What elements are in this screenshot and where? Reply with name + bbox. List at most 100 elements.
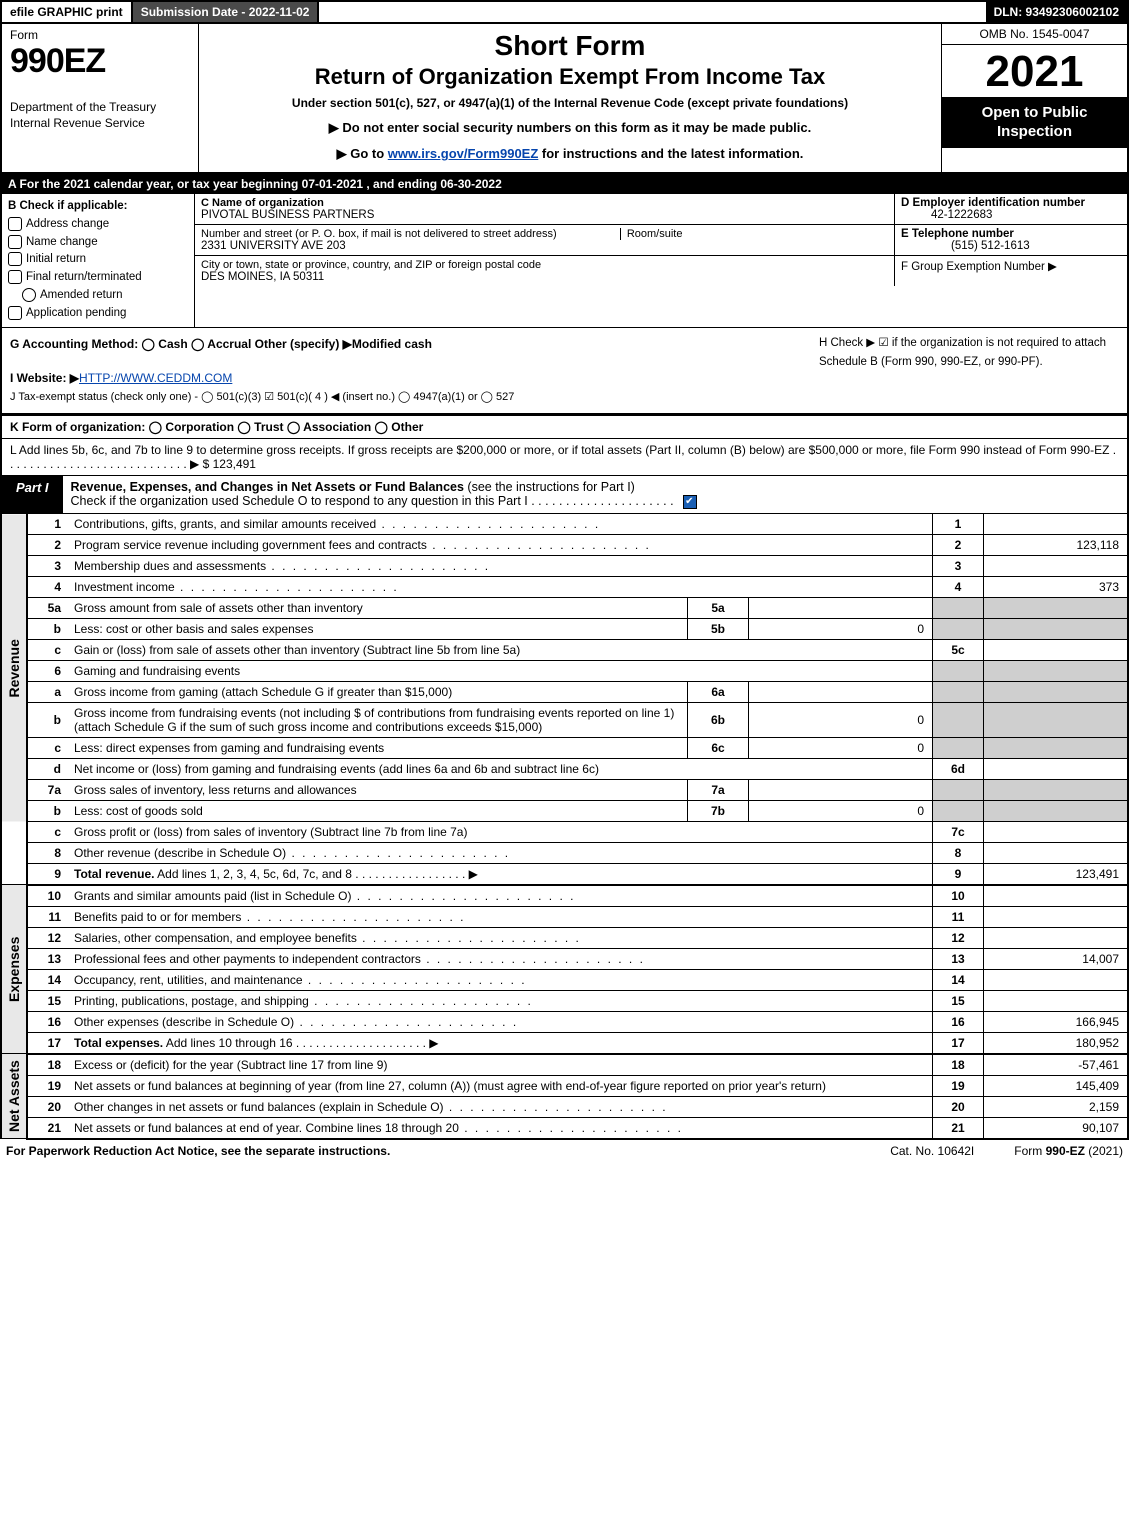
line-2-ln: 2 (933, 534, 984, 555)
part1-label: Part I (2, 476, 63, 513)
phone-value: (515) 512-1613 (901, 240, 1030, 252)
line-8-num: 8 (27, 842, 69, 863)
line-5b-ln-grey (933, 618, 984, 639)
c-street-label: Number and street (or P. O. box, if mail… (201, 228, 557, 240)
header-center: Short Form Return of Organization Exempt… (199, 24, 941, 172)
row-h: H Check ▶ ☑ if the organization is not r… (811, 334, 1119, 407)
i-label: I Website: ▶ (10, 371, 79, 385)
cb-application-pending[interactable]: Application pending (8, 305, 188, 323)
line-20-num: 20 (27, 1096, 69, 1117)
line-6b-amt-grey (984, 702, 1129, 737)
side-expenses: Expenses (1, 885, 27, 1054)
line-12-ln: 12 (933, 927, 984, 948)
line-7b-text: Less: cost of goods sold (69, 800, 688, 821)
city-value: DES MOINES, IA 50311 (201, 271, 324, 283)
line-5b-amt-grey (984, 618, 1129, 639)
line-4-text: Investment income (69, 576, 933, 597)
line-20-amt: 2,159 (984, 1096, 1129, 1117)
line-17-num: 17 (27, 1032, 69, 1054)
line-5b-text: Less: cost or other basis and sales expe… (69, 618, 688, 639)
line-1-text: Contributions, gifts, grants, and simila… (69, 514, 933, 535)
submission-date: Submission Date - 2022-11-02 (133, 2, 320, 22)
line-20-ln: 20 (933, 1096, 984, 1117)
line-6-num: 6 (27, 660, 69, 681)
line-6a-num: a (27, 681, 69, 702)
line-5a-num: 5a (27, 597, 69, 618)
line-7a-num: 7a (27, 779, 69, 800)
ein-value: 42-1222683 (901, 209, 992, 221)
line-5c-amt (984, 639, 1129, 660)
line-7a-sv (749, 779, 933, 800)
line-5a-text: Gross amount from sale of assets other t… (69, 597, 688, 618)
line-6c-sv: 0 (749, 737, 933, 758)
line-4-ln: 4 (933, 576, 984, 597)
e-label: E Telephone number (901, 228, 1014, 240)
line-7a-sc: 7a (688, 779, 749, 800)
line-5b-sc: 5b (688, 618, 749, 639)
line-6-amt-grey (984, 660, 1129, 681)
line-5b-num: b (27, 618, 69, 639)
line-9-text: Total revenue. Add lines 1, 2, 3, 4, 5c,… (69, 863, 933, 885)
line-12-text: Salaries, other compensation, and employ… (69, 927, 933, 948)
c-name-label: C Name of organization (201, 197, 324, 209)
website-link[interactable]: HTTP://WWW.CEDDM.COM (79, 371, 232, 385)
cb-amended-return[interactable]: Amended return (8, 287, 188, 305)
inspection-label: Open to Public Inspection (942, 98, 1127, 148)
part1-checkbox[interactable] (683, 495, 697, 509)
c-city-block: City or town, state or province, country… (195, 256, 894, 286)
line-18-amt: -57,461 (984, 1054, 1129, 1076)
line-6a-amt-grey (984, 681, 1129, 702)
c-room-label: Room/suite (620, 228, 683, 240)
part1-header: Part I Revenue, Expenses, and Changes in… (0, 476, 1129, 514)
header-left: Form 990EZ Department of the Treasury In… (2, 24, 199, 172)
line-13-text: Professional fees and other payments to … (69, 948, 933, 969)
line-6d-num: d (27, 758, 69, 779)
line-11-num: 11 (27, 906, 69, 927)
header-right: OMB No. 1545-0047 2021 Open to Public In… (941, 24, 1127, 172)
sub3-post: for instructions and the latest informat… (538, 146, 803, 161)
line-5b-sv: 0 (749, 618, 933, 639)
line-15-num: 15 (27, 990, 69, 1011)
line-16-num: 16 (27, 1011, 69, 1032)
line-5a-amt-grey (984, 597, 1129, 618)
line-7b-sc: 7b (688, 800, 749, 821)
line-7b-amt-grey (984, 800, 1129, 821)
line-21-text: Net assets or fund balances at end of ye… (69, 1117, 933, 1139)
efile-label[interactable]: efile GRAPHIC print (2, 2, 133, 22)
line-5a-sv (749, 597, 933, 618)
line-7b-sv: 0 (749, 800, 933, 821)
cb-address-change[interactable]: Address change (8, 216, 188, 234)
line-21-ln: 21 (933, 1117, 984, 1139)
row-l: L Add lines 5b, 6c, and 7b to line 9 to … (0, 439, 1129, 476)
line-10-amt (984, 885, 1129, 907)
line-10-num: 10 (27, 885, 69, 907)
block-ghij: G Accounting Method: ◯ Cash ◯ Accrual Ot… (0, 327, 1129, 415)
dln-label: DLN: 93492306002102 (986, 2, 1127, 22)
line-11-amt (984, 906, 1129, 927)
irs-link[interactable]: www.irs.gov/Form990EZ (388, 146, 539, 161)
line-7c-amt (984, 821, 1129, 842)
line-2-text: Program service revenue including govern… (69, 534, 933, 555)
cb-initial-return[interactable]: Initial return (8, 251, 188, 269)
line-20-text: Other changes in net assets or fund bala… (69, 1096, 933, 1117)
line-8-amt (984, 842, 1129, 863)
line-6d-text: Net income or (loss) from gaming and fun… (69, 758, 933, 779)
column-cdef: C Name of organization PIVOTAL BUSINESS … (195, 194, 1127, 327)
line-9-amt: 123,491 (984, 863, 1129, 885)
f-block: F Group Exemption Number ▶ (894, 256, 1127, 286)
line-3-text: Membership dues and assessments (69, 555, 933, 576)
line-5a-sc: 5a (688, 597, 749, 618)
side-revenue: Revenue (1, 514, 27, 822)
department-label: Department of the Treasury Internal Reve… (10, 99, 190, 131)
line-6b-sv: 0 (749, 702, 933, 737)
line-4-num: 4 (27, 576, 69, 597)
part1-title-rest: (see the instructions for Part I) (464, 480, 635, 494)
cb-final-return[interactable]: Final return/terminated (8, 269, 188, 287)
footer-left: For Paperwork Reduction Act Notice, see … (6, 1144, 390, 1158)
line-5c-text: Gain or (loss) from sale of assets other… (69, 639, 933, 660)
org-name: PIVOTAL BUSINESS PARTNERS (201, 209, 374, 221)
line-5c-ln: 5c (933, 639, 984, 660)
line-17-ln: 17 (933, 1032, 984, 1054)
line-16-text: Other expenses (describe in Schedule O) (69, 1011, 933, 1032)
cb-name-change[interactable]: Name change (8, 234, 188, 252)
